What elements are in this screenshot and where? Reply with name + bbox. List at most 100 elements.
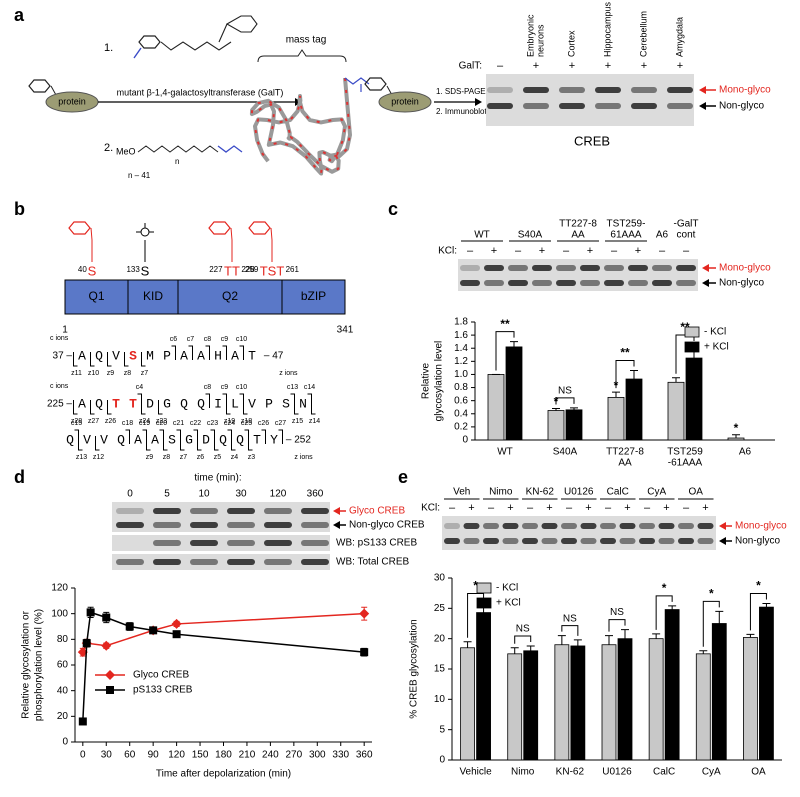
z-ion: z8: [124, 370, 132, 377]
z-ion: z19: [224, 418, 235, 425]
c-ion-cleavage: [210, 429, 215, 444]
blot-band: [580, 265, 600, 271]
x-tick-label: OA: [751, 767, 766, 778]
blot-band: [631, 103, 657, 109]
lane-label: neurons: [535, 24, 545, 57]
lane-sign: –: [683, 245, 690, 257]
bar: [505, 346, 523, 441]
residue: A: [134, 432, 142, 447]
blot-band: [487, 103, 513, 109]
blot: [112, 502, 330, 532]
c-ion: c25: [241, 420, 252, 427]
c-ion-cleavage: [171, 345, 176, 360]
residue: P: [265, 396, 273, 411]
lane-group-label: Veh: [453, 487, 470, 498]
blot-band: [502, 523, 519, 529]
band-label: Mono-glyco: [719, 263, 771, 274]
kcl-label: KCl:: [421, 503, 440, 514]
blot-band: [153, 522, 181, 528]
sugar-ring: [138, 35, 161, 49]
peptide-end: – 47: [264, 351, 284, 362]
blot-band: [676, 265, 696, 271]
blot-band: [116, 522, 144, 528]
sugar-ring: [68, 221, 91, 235]
sugar-ring: [208, 221, 231, 235]
z-ion: z28: [71, 418, 82, 425]
z-ion-cleavage: [124, 352, 129, 367]
z-ion: z26: [105, 418, 116, 425]
arrow-head: [702, 279, 709, 287]
residue: V: [248, 396, 256, 411]
c-ion: c24: [224, 420, 235, 427]
blot-band: [508, 280, 528, 286]
legend-label: + KCl: [496, 598, 521, 609]
residue: Q: [236, 432, 244, 447]
blot-band: [600, 523, 616, 529]
legend-swatch: [684, 341, 700, 353]
domain-label: KID: [143, 289, 163, 303]
band-label: WB: Total CREB: [336, 557, 409, 568]
residue: V: [112, 348, 120, 363]
lane-sign: +: [635, 245, 641, 257]
blot-band: [667, 87, 693, 93]
blot-band: [604, 280, 624, 286]
blot-band: [301, 559, 329, 565]
legend-label: - KCl: [496, 583, 518, 594]
residue: D: [146, 396, 154, 411]
blot: [458, 259, 698, 291]
step-label: 2. Immunoblot: [436, 107, 487, 116]
c-ion: c26: [258, 420, 269, 427]
lane-sign: +: [539, 245, 545, 257]
significance-bracket: [655, 595, 673, 630]
error-bar: [612, 391, 620, 398]
legend-label: pS133 CREB: [133, 685, 193, 696]
bar: [476, 612, 491, 761]
c-ion: c8: [204, 336, 212, 343]
blot-band: [556, 280, 576, 286]
blot-band: [502, 538, 519, 544]
lane-group-label: TST259-: [607, 219, 646, 230]
band-label: Mono-glyco: [735, 521, 787, 532]
y-tick-label: 0.2: [454, 422, 468, 433]
residue: T: [112, 396, 120, 411]
panel-label: d: [14, 467, 25, 487]
blot-band: [116, 559, 144, 565]
c-ion: c21: [173, 420, 184, 427]
blot-band: [116, 508, 144, 514]
protein-label: protein: [391, 96, 419, 106]
y-axis-label: glycosylation level: [434, 341, 445, 422]
x-tick-label: CyA: [702, 767, 721, 778]
lane-group-label: 61AAA: [610, 230, 641, 241]
residue: Q: [197, 396, 205, 411]
residue: P: [163, 348, 171, 363]
residue: S: [282, 396, 290, 411]
residue: A: [151, 432, 159, 447]
blot-band: [628, 265, 648, 271]
c-ion: c22: [190, 420, 201, 427]
blot-band: [153, 540, 181, 546]
time-value: 5: [164, 489, 170, 500]
bar: [727, 437, 745, 441]
x-tick-label: S40A: [553, 447, 578, 458]
x-tick-label: 30: [101, 750, 113, 761]
blot-band: [508, 265, 528, 271]
y-axis-label: Relative: [421, 363, 432, 400]
blot-band: [676, 280, 696, 286]
bond: [90, 227, 93, 241]
x-tick-label: 330: [332, 750, 349, 761]
y-tick-label: 1.4: [454, 343, 468, 354]
significance-label: *: [734, 421, 739, 435]
error-bar: [762, 602, 771, 608]
lane-sign: +: [533, 60, 539, 72]
sugar-ring: [364, 77, 387, 91]
error-bar: [715, 610, 724, 624]
blot-band: [604, 265, 624, 271]
x-tick-label: 180: [215, 750, 232, 761]
bar: [625, 378, 643, 441]
blot-band: [264, 540, 292, 546]
z-ion: z10: [88, 370, 99, 377]
repeat-label: n: [175, 157, 179, 166]
y-tick-label: 30: [434, 573, 446, 584]
y-tick-label: 120: [51, 583, 68, 594]
c-ion-cleavage: [142, 429, 147, 444]
